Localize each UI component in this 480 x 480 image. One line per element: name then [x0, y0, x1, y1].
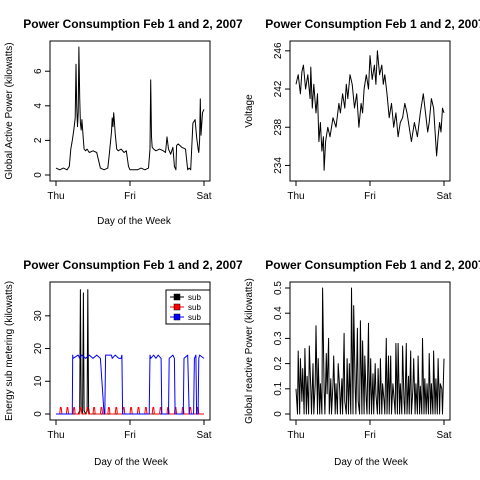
chart-title: Power Consumption Feb 1 and 2, 2007 — [265, 258, 480, 272]
x-tick-label: Thu — [47, 191, 64, 202]
y-tick-label: 242 — [273, 80, 284, 97]
y-tick-label: 234 — [273, 157, 284, 174]
x-tick-label: Sat — [196, 191, 211, 202]
y-tick-label: 20 — [33, 343, 44, 355]
y-tick-label: 10 — [33, 375, 44, 387]
y-tick-label: 30 — [33, 310, 44, 322]
y-axis-label: Global Active Power (kilowatts) — [4, 42, 15, 179]
panel-2: Power Consumption Feb 1 and 2, 2007 Volta… — [244, 17, 480, 202]
x-tick-label: Thu — [47, 430, 64, 441]
x-tick-label: Sat — [196, 430, 211, 441]
series-line-3 — [56, 354, 205, 415]
y-tick-label: 6 — [33, 68, 44, 74]
series-line-1 — [55, 46, 205, 171]
x-tick-label: Fri — [364, 191, 376, 202]
chart-title: Power Consumption Feb 1 and 2, 2007 — [265, 17, 480, 31]
legend-swatch — [173, 293, 181, 301]
y-tick-label: 0.1 — [273, 381, 284, 395]
y-axis-label: Energy sub metering (kilowatts) — [4, 281, 15, 421]
legend-label: sub — [188, 293, 201, 302]
y-axis-label: Voltage — [244, 94, 255, 128]
y-tick-label: 246 — [273, 42, 284, 59]
y-tick-label: 238 — [273, 118, 284, 135]
x-tick-label: Fri — [124, 430, 136, 441]
x-axis-label: Day of the Week — [97, 216, 172, 227]
y-axis-label: Global reactive Power (kilowatts) — [244, 278, 255, 424]
series-line-1 — [295, 287, 445, 415]
y-tick-label: 0 — [33, 411, 44, 417]
x-axis-label: Day of the Week — [334, 457, 409, 468]
chart-title: Power Consumption Feb 1 and 2, 2007 — [23, 17, 243, 31]
series-line-1 — [295, 50, 445, 171]
x-tick-label: Thu — [287, 430, 304, 441]
legend-label: sub — [188, 303, 201, 312]
panel-3: Power Consumption Feb 1 and 2, 2007 Day o… — [4, 258, 243, 468]
y-tick-label: 0.5 — [273, 281, 284, 295]
chart-title: Power Consumption Feb 1 and 2, 2007 — [23, 258, 243, 272]
x-tick-label: Thu — [287, 191, 304, 202]
y-tick-label: 0 — [33, 172, 44, 178]
y-tick-label: 4 — [33, 103, 44, 109]
panel-4: Power Consumption Feb 1 and 2, 2007 Day o… — [244, 258, 480, 468]
x-tick-label: Sat — [436, 191, 451, 202]
legend-swatch — [173, 303, 181, 311]
x-tick-label: Fri — [124, 191, 136, 202]
plot-frame — [49, 40, 211, 182]
panel-1: Power Consumption Feb 1 and 2, 2007 Day o… — [4, 17, 243, 227]
y-tick-label: 0.4 — [273, 306, 284, 320]
x-tick-label: Sat — [436, 430, 451, 441]
y-tick-label: 0.2 — [273, 356, 284, 370]
y-tick-label: 0.3 — [273, 331, 284, 345]
y-tick-label: 2 — [33, 137, 44, 143]
legend-swatch — [173, 313, 181, 321]
y-tick-label: 0 — [273, 411, 284, 417]
x-tick-label: Fri — [364, 430, 376, 441]
legend-label: sub — [188, 313, 201, 322]
x-axis-label: Day of the Week — [94, 457, 169, 468]
